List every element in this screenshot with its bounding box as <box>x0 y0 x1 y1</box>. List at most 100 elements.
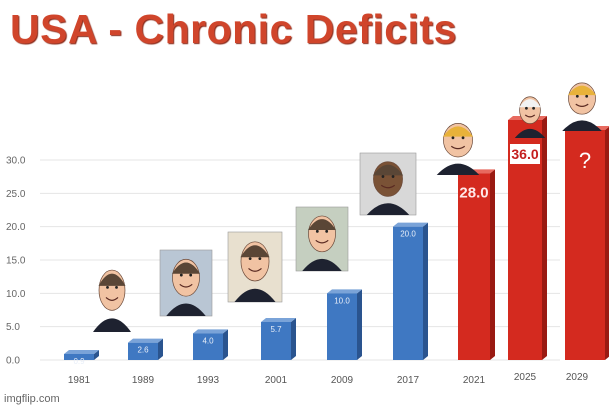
portrait-eye <box>451 136 455 140</box>
caricature-2001-icon <box>295 206 349 272</box>
x-tick-label: 2001 <box>265 375 288 386</box>
portrait-mouth <box>524 114 536 118</box>
bar-2017 <box>393 226 423 360</box>
portraits <box>93 82 602 332</box>
portrait-eye <box>381 175 385 178</box>
portrait-hair <box>240 245 270 258</box>
bar-side <box>291 318 296 360</box>
caricature-1989-icon <box>159 249 213 317</box>
x-tick-label: 1981 <box>68 375 91 386</box>
portrait-body <box>514 128 546 138</box>
portrait-eye <box>315 229 319 233</box>
portrait-hair <box>372 164 404 176</box>
bar-top <box>64 350 99 354</box>
portrait-body <box>366 203 410 215</box>
x-tick-label: 2017 <box>397 375 420 386</box>
portrait-mouth <box>179 283 193 288</box>
x-tick-label: 2009 <box>331 375 354 386</box>
caricature-1993-icon <box>227 231 283 303</box>
bar-side <box>490 169 495 360</box>
value-label-box <box>510 144 540 164</box>
x-tick-label: 1993 <box>197 375 220 386</box>
bar-side <box>94 350 99 360</box>
caricature-2025-icon <box>562 82 602 131</box>
portrait-hair <box>519 99 541 108</box>
portrait-body <box>562 120 602 131</box>
y-tick-label: 10.0 <box>6 289 26 300</box>
caricature-1981-icon <box>93 269 131 332</box>
portrait-eye <box>391 175 395 178</box>
portrait-mouth <box>450 145 466 150</box>
x-tick-label: 2029 <box>566 372 589 383</box>
portrait-hair <box>171 262 201 274</box>
x-axis-ticks: 1981 1989 1993 2001 2009 2017 2021 2025 2029 <box>68 372 589 386</box>
bar-top <box>128 338 163 343</box>
bar-side <box>542 116 547 360</box>
bar-side <box>423 222 428 360</box>
bar-top <box>193 329 228 334</box>
caricature-2021-icon <box>514 96 546 138</box>
portrait-hair <box>442 126 474 137</box>
portrait-eye <box>106 285 109 289</box>
bar-2029 <box>565 130 605 360</box>
portrait-body <box>234 288 276 302</box>
bar-top <box>261 318 296 322</box>
value-label: 0.9 <box>73 357 85 366</box>
portrait-mouth <box>248 267 262 272</box>
portrait-eye <box>189 273 193 277</box>
bar-2001 <box>261 322 291 360</box>
portrait-mouth <box>575 103 589 107</box>
bar-side <box>357 289 362 360</box>
portrait-eye <box>115 285 118 289</box>
value-label: 28.0 <box>459 184 488 201</box>
watermark: imgflip.com <box>4 393 60 405</box>
portrait-eye <box>575 94 579 98</box>
y-tick-label: 0.0 <box>6 356 20 367</box>
bars: 0.9 2.6 4.0 5.7 10.0 20.0 28.0 36.0? <box>64 116 609 366</box>
bar-1993 <box>193 333 223 360</box>
portrait-body <box>166 303 206 316</box>
x-tick-label: 2025 <box>514 372 537 383</box>
y-axis-ticks: 0.0 5.0 10.0 15.0 20.0 25.0 30.0 <box>6 156 26 367</box>
y-tick-label: 15.0 <box>6 256 26 267</box>
caricature-2017-icon <box>436 123 480 175</box>
portrait-mouth <box>315 239 329 244</box>
y-tick-label: 25.0 <box>6 189 26 200</box>
value-label: 4.0 <box>202 336 214 345</box>
y-tick-label: 20.0 <box>6 222 26 233</box>
portrait-eye <box>461 136 465 140</box>
chart-title: USA - Chronic Deficits <box>10 6 457 52</box>
value-label: 10.0 <box>334 296 350 305</box>
bar-2009 <box>327 293 357 360</box>
value-label: 20.0 <box>400 230 416 239</box>
portrait-mouth <box>105 296 119 301</box>
portrait-hair <box>567 85 597 96</box>
portrait-eye <box>258 257 262 260</box>
portrait-eye <box>525 106 528 110</box>
portrait-eye <box>325 229 329 233</box>
x-tick-label: 2021 <box>463 375 486 386</box>
portrait-hair <box>98 273 126 286</box>
x-tick-label: 1989 <box>132 375 155 386</box>
bar-1981 <box>64 354 94 360</box>
bar-1989 <box>128 342 158 360</box>
bar-side <box>223 329 228 360</box>
bar-2021 <box>458 173 490 360</box>
portrait-mouth <box>380 184 396 189</box>
portrait-body <box>93 318 131 332</box>
portrait-body <box>436 163 480 175</box>
portrait-hair <box>307 219 337 231</box>
bar-top <box>327 289 362 294</box>
y-tick-label: 30.0 <box>6 156 26 167</box>
value-label: 2.6 <box>137 346 149 355</box>
value-label: 36.0 <box>511 146 538 162</box>
bar-side <box>158 338 163 360</box>
value-label: ? <box>579 148 591 173</box>
portrait-body <box>302 258 342 271</box>
bar-top <box>393 222 428 227</box>
portrait-eye <box>532 106 535 110</box>
value-label: 5.7 <box>270 325 282 334</box>
portrait-eye <box>248 257 252 260</box>
portrait-eye <box>179 273 183 277</box>
